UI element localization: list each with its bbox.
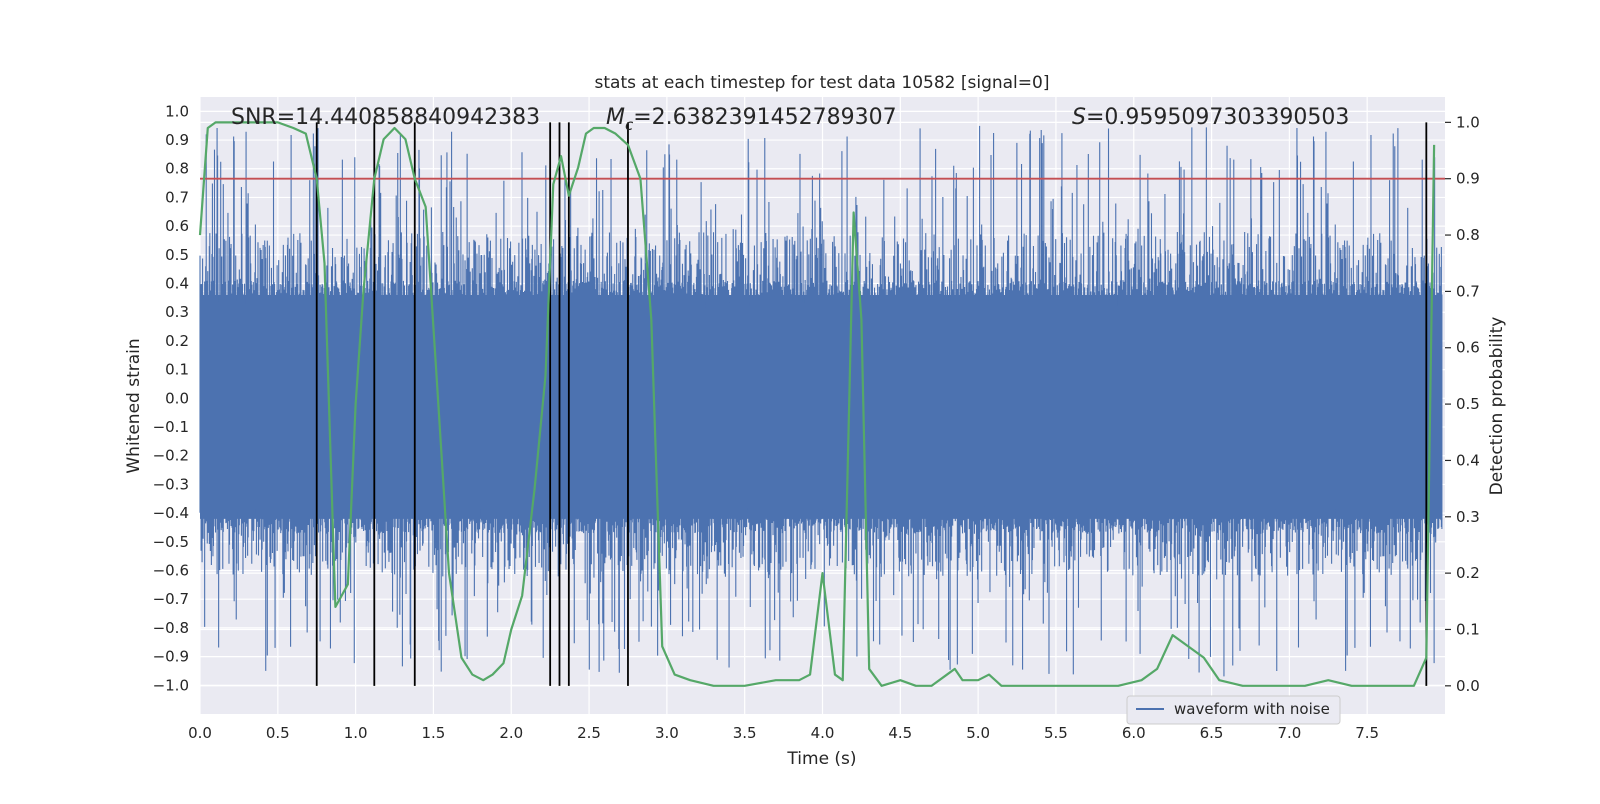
chirp-mass-symbol: M xyxy=(606,105,625,130)
y-tick-label: −0.9 xyxy=(153,648,189,666)
y-right-tick-label: 0.2 xyxy=(1456,564,1480,582)
x-tick-label: 1.5 xyxy=(422,724,446,742)
x-tick-label: 6.5 xyxy=(1200,724,1224,742)
waveform-series xyxy=(199,125,1443,677)
y-tick-label: 0.2 xyxy=(165,332,189,350)
chirp-mass-annotation: Mc=2.6382391452789307 xyxy=(606,105,897,134)
x-tick-label: 3.0 xyxy=(655,724,679,742)
legend-entry: waveform with noise xyxy=(1174,700,1330,718)
y-tick-label: 0.5 xyxy=(165,246,189,264)
y-right-tick-label: 0.9 xyxy=(1456,170,1480,188)
y-right-tick-label: 0.0 xyxy=(1456,677,1480,695)
probability-series xyxy=(198,121,1436,687)
y-tick-label: −0.1 xyxy=(153,418,189,436)
y-tick-label: 0.7 xyxy=(165,188,189,206)
vertical-lines xyxy=(315,122,1428,686)
y-tick-label: −0.3 xyxy=(153,475,189,493)
x-tick-label: 5.5 xyxy=(1044,724,1068,742)
y-tick-label: −0.7 xyxy=(153,590,189,608)
y-right-tick-label: 0.1 xyxy=(1456,620,1480,638)
y-right-tick-label: 0.7 xyxy=(1456,282,1480,300)
s-annotation: S=0.9595097303390503 xyxy=(1072,105,1349,130)
x-tick-label: 7.0 xyxy=(1277,724,1301,742)
y-tick-label: −1.0 xyxy=(153,676,189,694)
x-tick-label: 0.0 xyxy=(188,724,212,742)
chirp-mass-value: =2.6382391452789307 xyxy=(633,105,896,130)
x-tick-label: 4.5 xyxy=(888,724,912,742)
x-axis-ticks: 0.0 0.5 1.0 1.5 2.0 2.5 3.0 3.5 4.0 4.5 5.0 5.5 6.0 6… xyxy=(188,724,1379,742)
chart-title: stats at each timestep for test data 105… xyxy=(595,73,1050,93)
x-tick-label: 0.5 xyxy=(266,724,290,742)
y-tick-label: −0.5 xyxy=(153,533,189,551)
y-right-axis-label: Detection probability xyxy=(1487,317,1507,496)
s-value: =0.9595097303390503 xyxy=(1086,105,1349,130)
y-right-tick-label: 0.4 xyxy=(1456,451,1480,469)
x-tick-label: 4.0 xyxy=(811,724,835,742)
y-right-tick-label: 0.6 xyxy=(1456,339,1480,357)
y-right-tick-label: 0.8 xyxy=(1456,226,1480,244)
x-tick-label: 2.0 xyxy=(499,724,523,742)
y-tick-label: −0.4 xyxy=(153,504,189,522)
y-right-axis-ticks: 1.0 0.9 0.8 0.7 0.6 0.5 0.4 0.3 0.2 0.1 0.0 xyxy=(1445,113,1480,695)
legend: waveform with noise xyxy=(1126,695,1341,725)
x-tick-label: 6.0 xyxy=(1122,724,1146,742)
snr-annotation: SNR=14.440858840942383 xyxy=(231,105,540,130)
y-axis-ticks: 1.0 0.9 0.8 0.7 0.6 0.5 0.4 0.3 0.2 0.1 0.0 −0.1 −0.… xyxy=(153,102,189,694)
y-right-tick-label: 0.5 xyxy=(1456,395,1480,413)
y-right-tick-label: 0.3 xyxy=(1456,508,1480,526)
y-axis-label: Whitened strain xyxy=(124,338,144,473)
y-tick-label: 0.8 xyxy=(165,160,189,178)
y-tick-label: 0.4 xyxy=(165,275,189,293)
y-tick-label: 1.0 xyxy=(165,102,189,120)
x-tick-label: 1.0 xyxy=(344,724,368,742)
y-tick-label: −0.6 xyxy=(153,562,189,580)
x-tick-label: 3.5 xyxy=(733,724,757,742)
waveform-line xyxy=(199,125,1443,677)
chirp-mass-subscript: c xyxy=(625,116,634,134)
x-tick-label: 5.0 xyxy=(966,724,990,742)
y-tick-label: 0.9 xyxy=(165,131,189,149)
s-symbol: S xyxy=(1072,105,1086,130)
detection-probability-line xyxy=(198,121,1436,687)
x-tick-label: 7.5 xyxy=(1355,724,1379,742)
x-tick-label: 2.5 xyxy=(577,724,601,742)
y-tick-label: −0.8 xyxy=(153,619,189,637)
y-tick-label: 0.1 xyxy=(165,361,189,379)
x-axis-label: Time (s) xyxy=(786,749,856,769)
legend-box xyxy=(1126,695,1341,725)
y-right-tick-label: 1.0 xyxy=(1456,113,1480,131)
y-tick-label: 0.3 xyxy=(165,303,189,321)
y-tick-label: 0.6 xyxy=(165,217,189,235)
y-tick-label: −0.2 xyxy=(153,447,189,465)
y-tick-label: 0.0 xyxy=(165,389,189,407)
